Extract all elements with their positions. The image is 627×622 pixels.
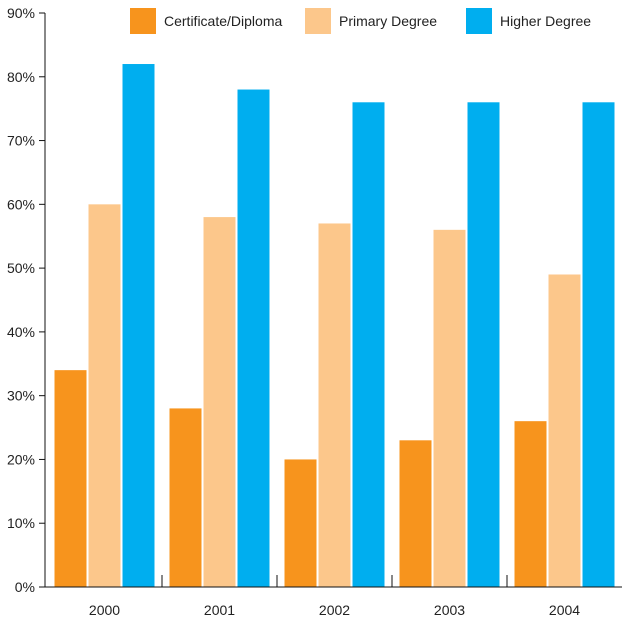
x-tick-label: 2001: [204, 602, 235, 618]
bar-certificate-diploma-2003: [399, 440, 432, 587]
legend-label: Higher Degree: [500, 13, 591, 29]
x-axis: 2000 2001 2002 2003 2004: [45, 575, 622, 618]
x-tick-label: 2000: [89, 602, 120, 618]
y-axis: 0% 10% 20% 30% 40% 50% 60% 70% 80% 90%: [7, 5, 46, 595]
y-tick-label: 90%: [7, 5, 35, 21]
y-tick-label: 60%: [7, 196, 35, 212]
bar-higher-degree-2004: [582, 102, 615, 588]
y-tick-label: 20%: [7, 451, 35, 467]
bar-certificate-diploma-2002: [284, 459, 317, 587]
legend-label: Certificate/Diploma: [164, 13, 282, 29]
bar-primary-degree-2003: [433, 229, 466, 587]
y-tick-label: 10%: [7, 515, 35, 531]
legend-swatch: [130, 8, 156, 34]
x-tick-label: 2004: [549, 602, 580, 618]
bar-higher-degree-2002: [352, 102, 385, 588]
y-tick-label: 40%: [7, 324, 35, 340]
bar-primary-degree-2002: [318, 223, 351, 587]
bar-primary-degree-2004: [548, 274, 581, 587]
legend-label: Primary Degree: [339, 13, 437, 29]
y-tick-label: 30%: [7, 388, 35, 404]
y-tick-label: 70%: [7, 133, 35, 149]
bars: [54, 64, 615, 588]
bar-certificate-diploma-2000: [54, 370, 87, 587]
bar-certificate-diploma-2001: [169, 408, 202, 587]
bar-certificate-diploma-2004: [514, 421, 547, 587]
x-tick-label: 2003: [434, 602, 465, 618]
bar-higher-degree-2000: [122, 64, 155, 588]
y-tick-label: 0%: [15, 579, 35, 595]
bar-higher-degree-2003: [467, 102, 500, 588]
y-tick-label: 50%: [7, 260, 35, 276]
legend-swatch: [466, 8, 492, 34]
bar-primary-degree-2001: [203, 217, 236, 588]
legend: Certificate/Diploma Primary Degree Higher …: [130, 8, 591, 34]
bar-primary-degree-2000: [88, 204, 121, 588]
legend-swatch: [305, 8, 331, 34]
bar-higher-degree-2001: [237, 89, 270, 588]
x-tick-label: 2002: [319, 602, 350, 618]
y-tick-label: 80%: [7, 69, 35, 85]
